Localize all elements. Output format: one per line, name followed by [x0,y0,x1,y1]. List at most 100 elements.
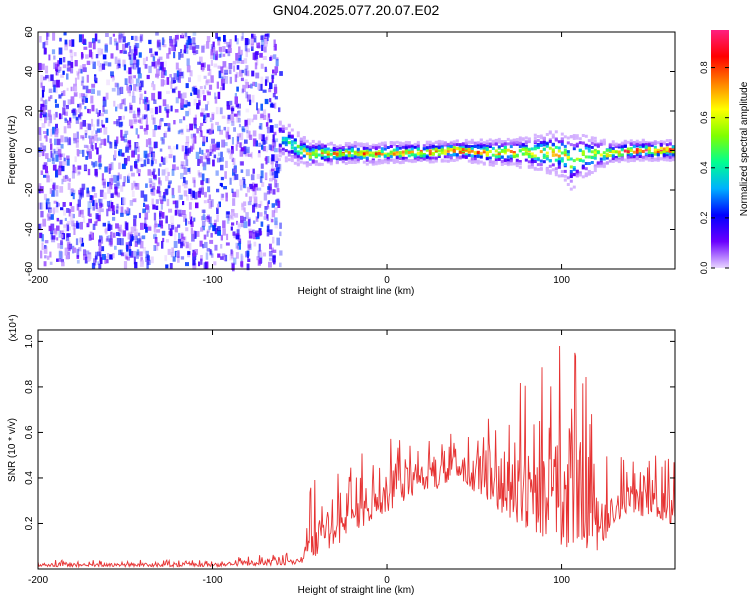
spectrogram-cell [227,51,231,57]
spectrogram-cell [186,65,191,73]
spectrogram-cell [144,217,147,223]
spectrogram-cell [99,128,102,133]
spectrogram-cell [243,207,246,213]
spectrogram-cell [296,134,300,138]
spectrogram-cell [237,141,239,147]
spectrogram-cell [54,128,59,135]
spectrogram-cell [229,76,232,84]
spectrogram-cell [143,194,148,202]
spectrogram-cell [111,77,115,82]
spectrogram-cell [587,155,591,159]
spectrogram-cell [455,143,459,147]
spectrogram-cell [290,146,294,150]
spectrogram-cell [279,250,283,256]
spectrogram-cell [134,182,138,187]
spectrogram-cell [218,46,222,52]
spectrogram-cell [254,188,257,195]
spectrogram-cell [299,151,303,155]
spectrogram-cell [204,116,208,122]
spectrogram-cell [407,154,411,158]
spectrogram-cell [290,134,294,138]
spectrogram-cell [404,146,408,150]
spectrogram-cell [281,129,285,133]
spectrogram-cell [317,147,321,151]
spectrogram-cell [159,220,163,226]
spectrogram-cell [101,173,104,181]
spectrogram-cell [419,156,423,160]
spectrogram-cell [641,143,645,147]
spectrogram-cell [45,198,50,205]
spectrogram-cell [587,144,591,148]
spectrogram-cell [172,80,176,84]
spectrogram-cell [647,151,651,155]
spectrogram-cell [154,106,158,115]
spectrogram-cell [217,125,221,132]
spectrogram-cell [488,156,492,160]
spectrogram-cell [632,158,636,162]
spectrogram-cell [126,207,129,214]
spectrogram-cell [569,187,573,191]
spectrogram-cell [133,218,137,227]
spectrogram-cell [127,176,130,183]
spectrogram-cell [118,35,121,43]
spectrogram-cell [494,158,498,162]
spectrogram-x-ticks: -200 -100 0 100 [28,32,570,286]
spectrogram-cell [626,140,630,144]
spectrogram-cell [80,112,83,117]
spectrogram-cell [533,154,537,158]
spectrogram-cell [638,154,642,158]
spectrogram-cell [455,158,459,162]
spectrogram-cell [213,223,217,227]
spectrogram-cell [67,247,71,252]
spectrogram-cell [83,46,88,50]
spectrogram-cell [81,53,84,59]
spectrogram-cell [91,118,94,127]
spectrogram-cell [266,190,271,195]
spectrogram-cell [524,136,528,140]
spectrogram-cell [287,134,291,138]
spectrogram-cell [190,227,193,234]
spectrogram-cell [638,141,642,145]
spectrogram-cell [274,96,278,100]
spectrogram-cell [45,202,48,210]
spectrogram-y-axis-label: Frequency (Hz) [7,116,18,185]
spectrogram-cell [158,66,162,71]
spectrogram-cell [317,145,321,149]
snr-line-path [37,345,676,569]
spectrogram-cell [99,236,104,244]
spectrogram-cell [53,113,56,120]
spectrogram-cell [383,160,387,164]
spectrogram-cell [515,154,519,158]
spectrogram-cell [261,44,264,51]
spectrogram-cell [237,103,241,109]
spectrogram-cell [258,228,262,236]
spectrogram-cell [368,153,372,157]
spectrogram-cell [241,69,245,74]
spectrogram-cell [274,138,279,143]
spectrogram-cell [431,142,435,146]
spectrogram-cell [202,214,206,221]
spectrogram-cell [356,142,360,146]
spectrogram-cell [398,143,402,147]
spectrogram-cell [178,52,181,60]
spectrogram-cell [389,158,393,162]
spectrogram-cell [208,200,212,209]
spectrogram-cell [329,159,333,163]
spectrogram-cell [132,113,137,118]
spectrogram-cell [455,139,459,143]
spectrogram-cell [626,147,630,151]
spectrogram-cell [314,149,318,153]
spectrogram-cell [147,226,152,231]
spectrogram-cell [39,36,42,43]
spectrogram-cell [120,249,123,255]
spectrogram-cell [53,55,56,60]
spectrogram-cell [159,163,162,167]
x-tick-label: 0 [384,575,390,586]
spectrogram-cell [602,138,606,142]
figure-title: GN04.2025.077.20.07.E02 [273,2,440,18]
spectrogram-x-axis-label: Height of straight line (km) [298,286,415,297]
spectrogram-cell [260,170,264,179]
spectrogram-cell [116,64,119,70]
spectrogram-cell [536,135,540,138]
spectrogram-cell [203,85,207,90]
